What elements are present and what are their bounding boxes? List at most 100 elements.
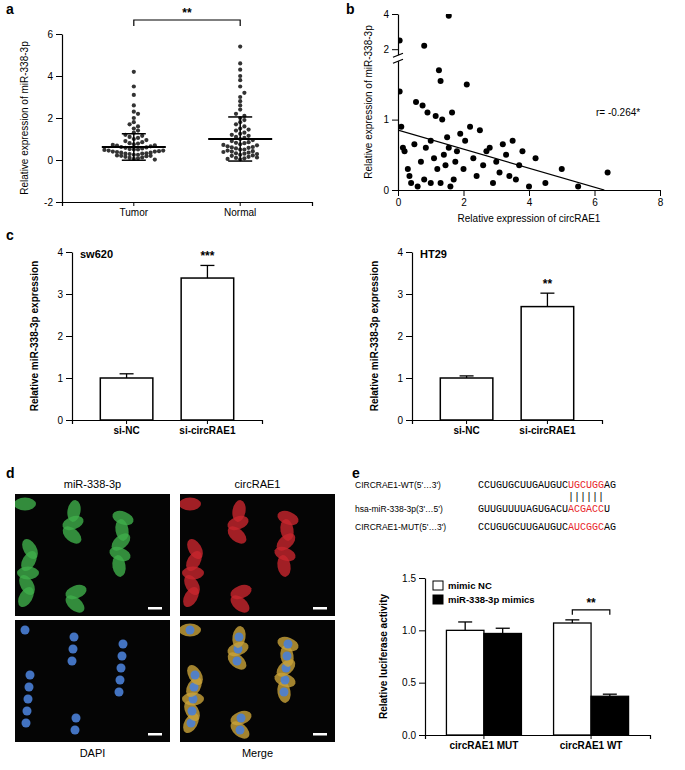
point [251,149,255,153]
point [442,162,448,168]
point [559,166,565,172]
x-axis-tick: 6 [592,190,598,208]
y-axis-tick: 1 [57,373,72,384]
y-axis-tick: 4 [57,247,72,258]
chart-title: sw620 [80,248,113,260]
point [428,180,434,186]
x-axis-tick: Normal [224,202,256,218]
y-axis-tick-label: 3 [57,289,63,300]
point [519,148,525,154]
point [242,156,246,160]
point [132,116,136,120]
point [234,156,238,160]
chart-title: HT29 [420,248,447,260]
x-axis-tick: si-NC [454,420,480,436]
x-axis-tick-mark [529,190,530,196]
sequence-segment: UGCUGG [568,480,604,491]
x-axis-title: Relative expression of circRAE1 [458,213,601,224]
y-axis-title: Relative miR-338-3p expression [29,261,40,412]
point [413,99,419,105]
y-axis-tick-mark [56,202,62,203]
legend-label: miR-338-3p mimics [448,594,535,605]
sequence: CCUGUGCUUGAUGUCAUCGGCAG [478,522,616,533]
legend-swatch [433,581,443,590]
point [132,70,136,74]
y-axis-tick-mark [56,76,62,77]
bar-chart: 01234si-NCsi-circRAE1Relative miR-338-3p… [29,247,263,436]
point [136,147,140,151]
y-axis-tick-label: 1 [57,373,63,384]
point [487,145,493,151]
point [161,148,165,152]
y-axis-tick: 1.5 [402,573,425,584]
x-axis-tick-mark [207,420,208,424]
error-bar [540,293,554,306]
error-bar [565,620,579,623]
point [128,156,132,160]
x-axis-tick-mark [240,202,241,206]
x-axis: si-NCsi-circRAE1 [73,420,263,436]
image-label: circRAE1 [235,478,281,490]
sequence-segment: GUUGUUUUAGUGACU [478,504,568,515]
error-bar [603,694,617,696]
scatter-chart: 012402468Relative expression of miR-338-… [363,9,664,224]
point [140,140,144,144]
y-axis-tick-label: 2 [47,113,53,124]
x-axis-tick: 8 [658,190,664,208]
point [503,152,509,158]
y-axis-tick: 4 [397,247,412,258]
y-axis-tick-mark [66,378,72,379]
y-axis-line [425,579,426,736]
y-axis-tick: 0.5 [402,677,425,688]
point [230,154,234,158]
point [513,176,519,182]
point [438,180,444,186]
bar [521,307,574,420]
point [461,166,467,172]
x-axis-tick-label: si-circRAE1 [519,425,576,436]
point [255,152,259,156]
significance-bracket [134,20,240,26]
x-axis-tick: si-NC [114,420,140,436]
y-axis-tick-label: 1 [397,373,403,384]
point [526,183,532,189]
sequence-segment: U [604,504,610,515]
y-axis-line [72,253,73,421]
y-axis-tick: 3 [57,289,72,300]
point [221,143,225,147]
y-axis-tick-mark [419,630,425,631]
y-axis-tick: 0.0 [402,730,425,741]
point [449,110,455,116]
sd-bar [122,134,146,160]
y-axis-tick: 3 [397,289,412,300]
x-axis-tick-label: si-NC [454,425,480,436]
point [242,141,246,145]
figure-container: -20246TumorNormalRelative expression of … [0,0,685,770]
y-axis-tick-mark [406,378,412,379]
point [144,151,148,155]
point [136,124,140,128]
point [441,152,447,158]
point [111,150,115,154]
panel-letter: c [6,227,14,243]
x-axis-tick-label: 6 [592,197,598,208]
y-axis-title: Relative expression of miR-338-3p [19,41,30,195]
y-axis-tick-mark [406,336,412,337]
point [464,81,470,87]
x-axis-tick: circRAE1 MUT [449,735,518,751]
y-axis-tick-mark [406,252,412,253]
plot-area [446,620,628,735]
y-axis-tick-mark [392,190,398,191]
point [242,131,246,135]
point [242,118,246,122]
point [132,93,136,97]
point [444,134,450,140]
point [115,150,119,154]
point [446,14,452,19]
point [510,138,516,144]
x-axis-tick-label: circRAE1 WT [560,740,623,751]
point [242,91,246,95]
point [132,126,136,130]
significance: ** [543,277,553,291]
point [234,151,238,155]
